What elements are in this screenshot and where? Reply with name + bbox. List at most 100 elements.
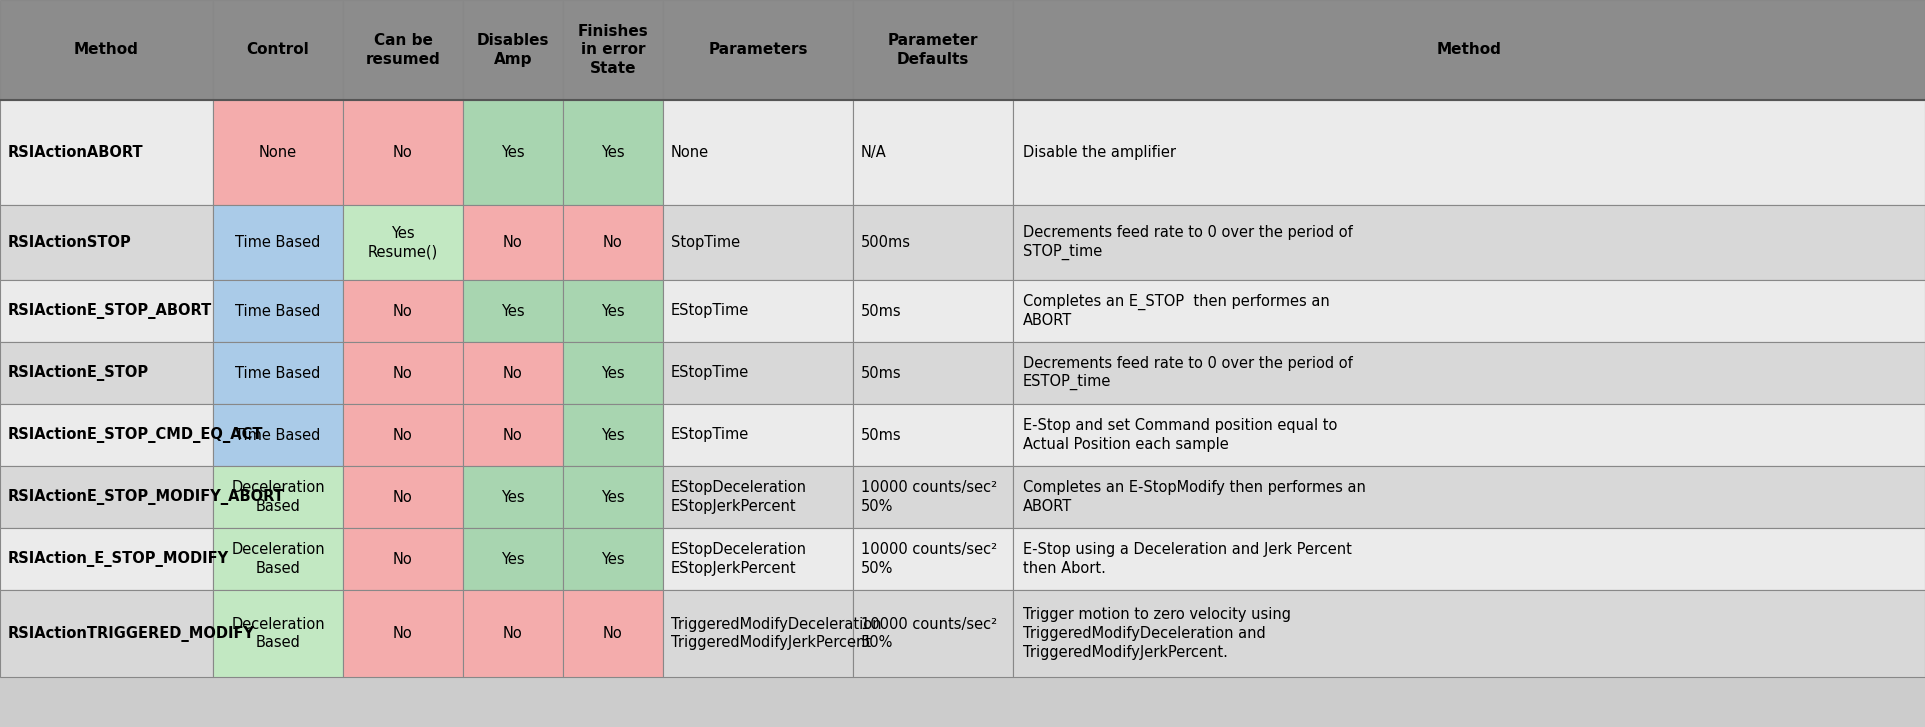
Text: No: No	[603, 626, 624, 641]
Bar	[214, 590, 343, 677]
Bar	[1013, 280, 1925, 342]
Text: RSIActionTRIGGERED_MODIFY: RSIActionTRIGGERED_MODIFY	[8, 625, 254, 641]
Text: Yes: Yes	[601, 427, 626, 443]
Text: Time Based: Time Based	[235, 427, 321, 443]
Text: EStopTime: EStopTime	[672, 366, 749, 380]
Bar	[853, 100, 1013, 205]
Bar	[1013, 100, 1925, 205]
Bar	[464, 404, 562, 466]
Text: RSIActionE_STOP_CMD_EQ_ACT: RSIActionE_STOP_CMD_EQ_ACT	[8, 427, 264, 443]
Bar	[343, 205, 464, 280]
Bar	[1013, 342, 1925, 404]
Text: No: No	[393, 303, 412, 318]
Text: RSIAction_E_STOP_MODIFY: RSIAction_E_STOP_MODIFY	[8, 551, 229, 567]
Bar	[343, 590, 464, 677]
Bar	[0, 280, 214, 342]
Bar	[0, 466, 214, 528]
Bar	[464, 590, 562, 677]
Text: Method: Method	[73, 42, 139, 57]
Bar	[853, 466, 1013, 528]
Text: Disable the amplifier: Disable the amplifier	[1022, 145, 1176, 160]
Text: Yes: Yes	[601, 552, 626, 566]
Text: RSIActionE_STOP_ABORT: RSIActionE_STOP_ABORT	[8, 303, 212, 319]
Text: Parameter
Defaults: Parameter Defaults	[887, 33, 978, 67]
Bar	[662, 404, 853, 466]
Bar	[1013, 0, 1925, 100]
Text: No: No	[393, 626, 412, 641]
Bar	[214, 404, 343, 466]
Text: Parameters: Parameters	[708, 42, 808, 57]
Bar	[853, 342, 1013, 404]
Bar	[562, 466, 662, 528]
Text: TriggeredModifyDeceleration
TriggeredModifyJerkPercent: TriggeredModifyDeceleration TriggeredMod…	[672, 616, 882, 650]
Bar	[214, 205, 343, 280]
Bar	[662, 466, 853, 528]
Text: None: None	[260, 145, 296, 160]
Text: 50ms: 50ms	[860, 366, 901, 380]
Bar	[562, 342, 662, 404]
Text: StopTime: StopTime	[672, 235, 739, 250]
Text: Deceleration
Based: Deceleration Based	[231, 481, 325, 514]
Bar	[343, 466, 464, 528]
Bar	[464, 205, 562, 280]
Text: Yes: Yes	[601, 145, 626, 160]
Text: Method: Method	[1436, 42, 1502, 57]
Text: Time Based: Time Based	[235, 235, 321, 250]
Bar	[562, 100, 662, 205]
Text: 500ms: 500ms	[860, 235, 911, 250]
Text: Deceleration
Based: Deceleration Based	[231, 616, 325, 650]
Bar	[1013, 205, 1925, 280]
Text: RSIActionSTOP: RSIActionSTOP	[8, 235, 131, 250]
Bar	[853, 205, 1013, 280]
Bar	[662, 0, 853, 100]
Text: No: No	[393, 366, 412, 380]
Text: Yes: Yes	[601, 303, 626, 318]
Text: Decrements feed rate to 0 over the period of
ESTOP_time: Decrements feed rate to 0 over the perio…	[1022, 356, 1353, 390]
Text: No: No	[393, 552, 412, 566]
Bar	[464, 0, 562, 100]
Text: Yes: Yes	[500, 552, 526, 566]
Text: Yes
Resume(): Yes Resume()	[368, 225, 439, 260]
Bar	[662, 100, 853, 205]
Text: RSIActionABORT: RSIActionABORT	[8, 145, 144, 160]
Bar	[343, 342, 464, 404]
Bar	[1013, 404, 1925, 466]
Text: Time Based: Time Based	[235, 366, 321, 380]
Text: EStopTime: EStopTime	[672, 303, 749, 318]
Text: No: No	[502, 626, 524, 641]
Bar	[562, 590, 662, 677]
Bar	[662, 590, 853, 677]
Text: No: No	[502, 235, 524, 250]
Bar	[562, 404, 662, 466]
Text: Deceleration
Based: Deceleration Based	[231, 542, 325, 576]
Bar	[464, 342, 562, 404]
Bar	[853, 590, 1013, 677]
Bar	[0, 590, 214, 677]
Bar	[343, 404, 464, 466]
Text: EStopDeceleration
EStopJerkPercent: EStopDeceleration EStopJerkPercent	[672, 542, 807, 576]
Bar	[0, 100, 214, 205]
Text: No: No	[502, 427, 524, 443]
Bar	[0, 342, 214, 404]
Bar	[662, 205, 853, 280]
Bar	[562, 528, 662, 590]
Text: No: No	[502, 366, 524, 380]
Text: Can be
resumed: Can be resumed	[366, 33, 441, 67]
Text: E-Stop using a Deceleration and Jerk Percent
then Abort.: E-Stop using a Deceleration and Jerk Per…	[1022, 542, 1351, 576]
Text: Control: Control	[246, 42, 310, 57]
Bar	[464, 528, 562, 590]
Bar	[662, 528, 853, 590]
Text: Time Based: Time Based	[235, 303, 321, 318]
Text: RSIActionE_STOP: RSIActionE_STOP	[8, 365, 148, 381]
Bar	[562, 205, 662, 280]
Bar	[853, 0, 1013, 100]
Text: Completes an E_STOP  then performes an
ABORT: Completes an E_STOP then performes an AB…	[1022, 294, 1330, 329]
Bar	[343, 528, 464, 590]
Text: Yes: Yes	[601, 489, 626, 505]
Text: No: No	[393, 489, 412, 505]
Text: No: No	[603, 235, 624, 250]
Bar	[464, 466, 562, 528]
Text: Finishes
in error
State: Finishes in error State	[578, 24, 649, 76]
Bar	[464, 100, 562, 205]
Text: 10000 counts/sec²
50%: 10000 counts/sec² 50%	[860, 542, 997, 576]
